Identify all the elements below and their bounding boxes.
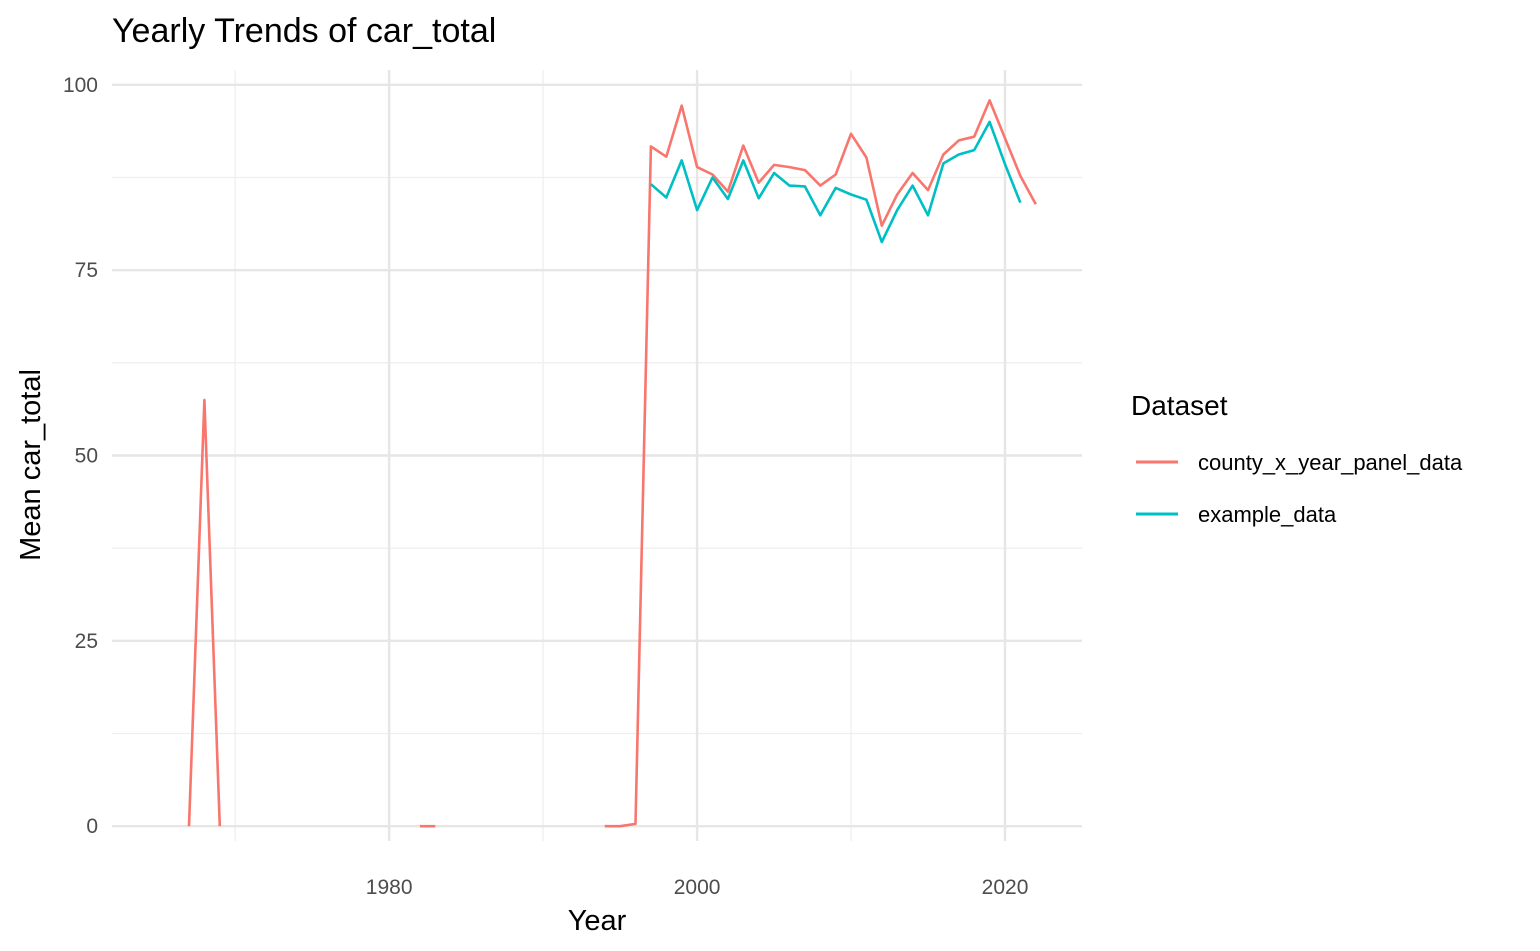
major-gridlines <box>112 70 1082 841</box>
legend: Dataset county_x_year_panel_data example_… <box>1131 390 1463 527</box>
y-tick-label: 0 <box>86 815 98 838</box>
x-axis-ticks: 1980 2000 2020 <box>366 876 1029 899</box>
series-line-example-data <box>650 120 1022 244</box>
y-axis-ticks: 0 25 50 75 100 <box>63 74 98 838</box>
x-axis-title: Year <box>568 905 627 937</box>
legend-label: county_x_year_panel_data <box>1198 450 1463 475</box>
series-line-county-x-year-panel-data <box>604 99 1037 828</box>
y-axis-title: Mean car_total <box>15 369 47 561</box>
legend-title: Dataset <box>1131 390 1228 421</box>
series-line-county-x-year-panel-data <box>187 398 222 827</box>
chart-title: Yearly Trends of car_total <box>112 12 496 50</box>
series-lines <box>187 99 1037 828</box>
y-tick-label: 75 <box>75 259 98 282</box>
y-tick-label: 50 <box>75 445 98 468</box>
legend-items: county_x_year_panel_data example_data <box>1136 450 1463 527</box>
x-tick-label: 2020 <box>982 876 1029 899</box>
x-tick-label: 2000 <box>674 876 721 899</box>
x-tick-label: 1980 <box>366 876 413 899</box>
legend-label: example_data <box>1198 502 1337 527</box>
minor-gridlines <box>112 70 1082 841</box>
y-tick-label: 25 <box>75 630 98 653</box>
y-tick-label: 100 <box>63 74 98 97</box>
